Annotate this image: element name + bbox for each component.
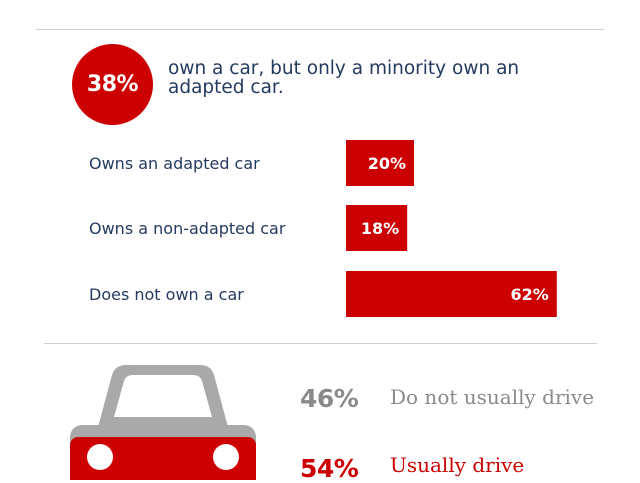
middle-divider	[44, 343, 597, 344]
bar-value-label: 20%	[368, 154, 406, 173]
bar	[346, 271, 557, 317]
bar-category-label: Does not own a car	[89, 285, 244, 304]
bar	[346, 205, 408, 251]
highlight-percentage-badge: 38%	[72, 44, 153, 125]
bar-value-label: 18%	[361, 219, 399, 238]
highlight-text: own a car, but only a minority own an ad…	[168, 58, 520, 98]
not-drive-percentage: 46%	[300, 384, 359, 413]
bar-value-label: 62%	[511, 285, 549, 304]
bar	[346, 140, 414, 186]
bar-category-label: Owns an adapted car	[89, 154, 260, 173]
bar-category-label: Owns a non-adapted car	[89, 219, 286, 238]
car-icon	[70, 365, 256, 480]
top-divider	[36, 29, 604, 30]
car-ownership-bar-chart: Owns an adapted car 20% Owns a non-adapted…	[89, 140, 557, 317]
not-drive-label: Do not usually drive	[390, 385, 595, 409]
drive-label: Usually drive	[390, 453, 525, 477]
drive-percentage: 54%	[300, 454, 359, 483]
